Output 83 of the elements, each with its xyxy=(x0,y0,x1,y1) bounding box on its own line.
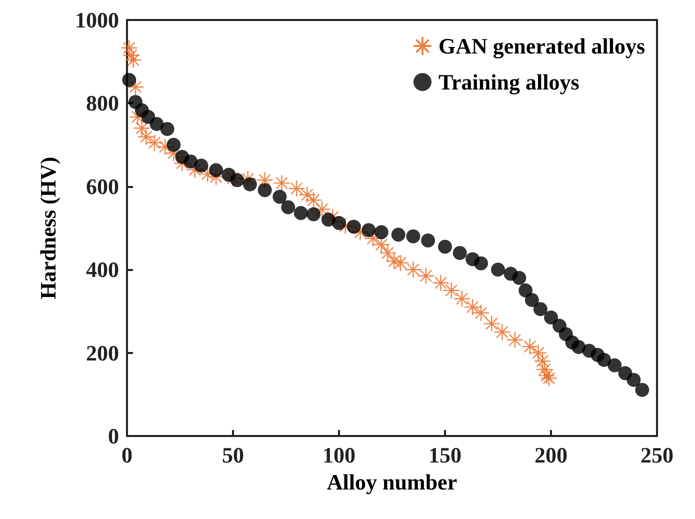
point xyxy=(230,173,244,188)
y-tick-label: 400 xyxy=(86,257,119,282)
point xyxy=(126,78,144,96)
point xyxy=(372,236,390,254)
point xyxy=(336,217,354,235)
point xyxy=(184,154,198,168)
point xyxy=(491,262,505,277)
point xyxy=(194,158,208,173)
point xyxy=(530,344,547,362)
point xyxy=(533,302,548,316)
point xyxy=(608,358,622,372)
point xyxy=(129,108,146,126)
point xyxy=(438,240,452,254)
point xyxy=(242,177,257,192)
point xyxy=(494,323,511,341)
point xyxy=(432,274,450,292)
point xyxy=(313,200,331,218)
y-tick-label: 0 xyxy=(108,424,119,448)
point xyxy=(273,174,290,192)
point xyxy=(474,256,488,270)
x-tick-label: 100 xyxy=(322,442,356,468)
point xyxy=(160,122,174,136)
point xyxy=(224,169,242,187)
point xyxy=(452,246,467,260)
point xyxy=(256,172,274,189)
point xyxy=(483,315,500,332)
point xyxy=(146,134,164,152)
point xyxy=(379,244,396,262)
point xyxy=(122,46,140,64)
point xyxy=(534,352,552,370)
point xyxy=(536,360,554,378)
point xyxy=(506,331,524,349)
point xyxy=(332,216,346,230)
x-tick-label: 50 xyxy=(222,442,244,468)
point xyxy=(635,382,650,397)
y-tick-label: 1000 xyxy=(75,8,119,32)
point xyxy=(209,163,224,178)
point xyxy=(258,183,272,198)
point xyxy=(521,338,538,356)
point xyxy=(137,128,155,146)
point xyxy=(442,282,460,299)
point xyxy=(352,224,369,241)
point xyxy=(421,233,436,248)
point xyxy=(597,352,611,367)
point xyxy=(346,220,361,234)
point xyxy=(453,290,471,308)
point xyxy=(124,51,142,69)
point xyxy=(512,270,526,285)
point xyxy=(288,180,306,198)
point xyxy=(133,120,150,137)
x-tick-label: 250 xyxy=(640,442,674,468)
legend-label: GAN generated alloys xyxy=(438,34,646,58)
point xyxy=(406,229,420,244)
point xyxy=(417,267,435,284)
legend-label: Training alloys xyxy=(438,70,580,94)
y-axis-title: Hardness (HV) xyxy=(36,156,60,300)
point xyxy=(122,72,136,87)
point xyxy=(272,190,287,204)
y-tick-label: 200 xyxy=(86,340,119,366)
point xyxy=(626,372,641,387)
point xyxy=(391,228,406,242)
point xyxy=(281,200,296,214)
point xyxy=(518,283,533,298)
point xyxy=(294,206,308,220)
x-axis-title: Alloy number xyxy=(326,469,458,494)
point xyxy=(166,138,181,152)
point xyxy=(362,223,376,238)
point xyxy=(464,298,482,316)
point xyxy=(374,225,388,240)
point xyxy=(150,117,164,131)
point xyxy=(404,261,422,278)
point xyxy=(306,207,321,222)
point xyxy=(544,310,558,324)
point xyxy=(524,292,539,307)
point xyxy=(572,340,586,354)
y-tick-label: 600 xyxy=(86,174,119,199)
point xyxy=(239,170,256,188)
point xyxy=(120,39,138,56)
y-tick-label: 800 xyxy=(86,90,119,116)
point xyxy=(156,138,174,156)
point xyxy=(472,304,490,322)
x-tick-label: 150 xyxy=(428,442,462,468)
x-tick-label: 200 xyxy=(534,442,568,468)
